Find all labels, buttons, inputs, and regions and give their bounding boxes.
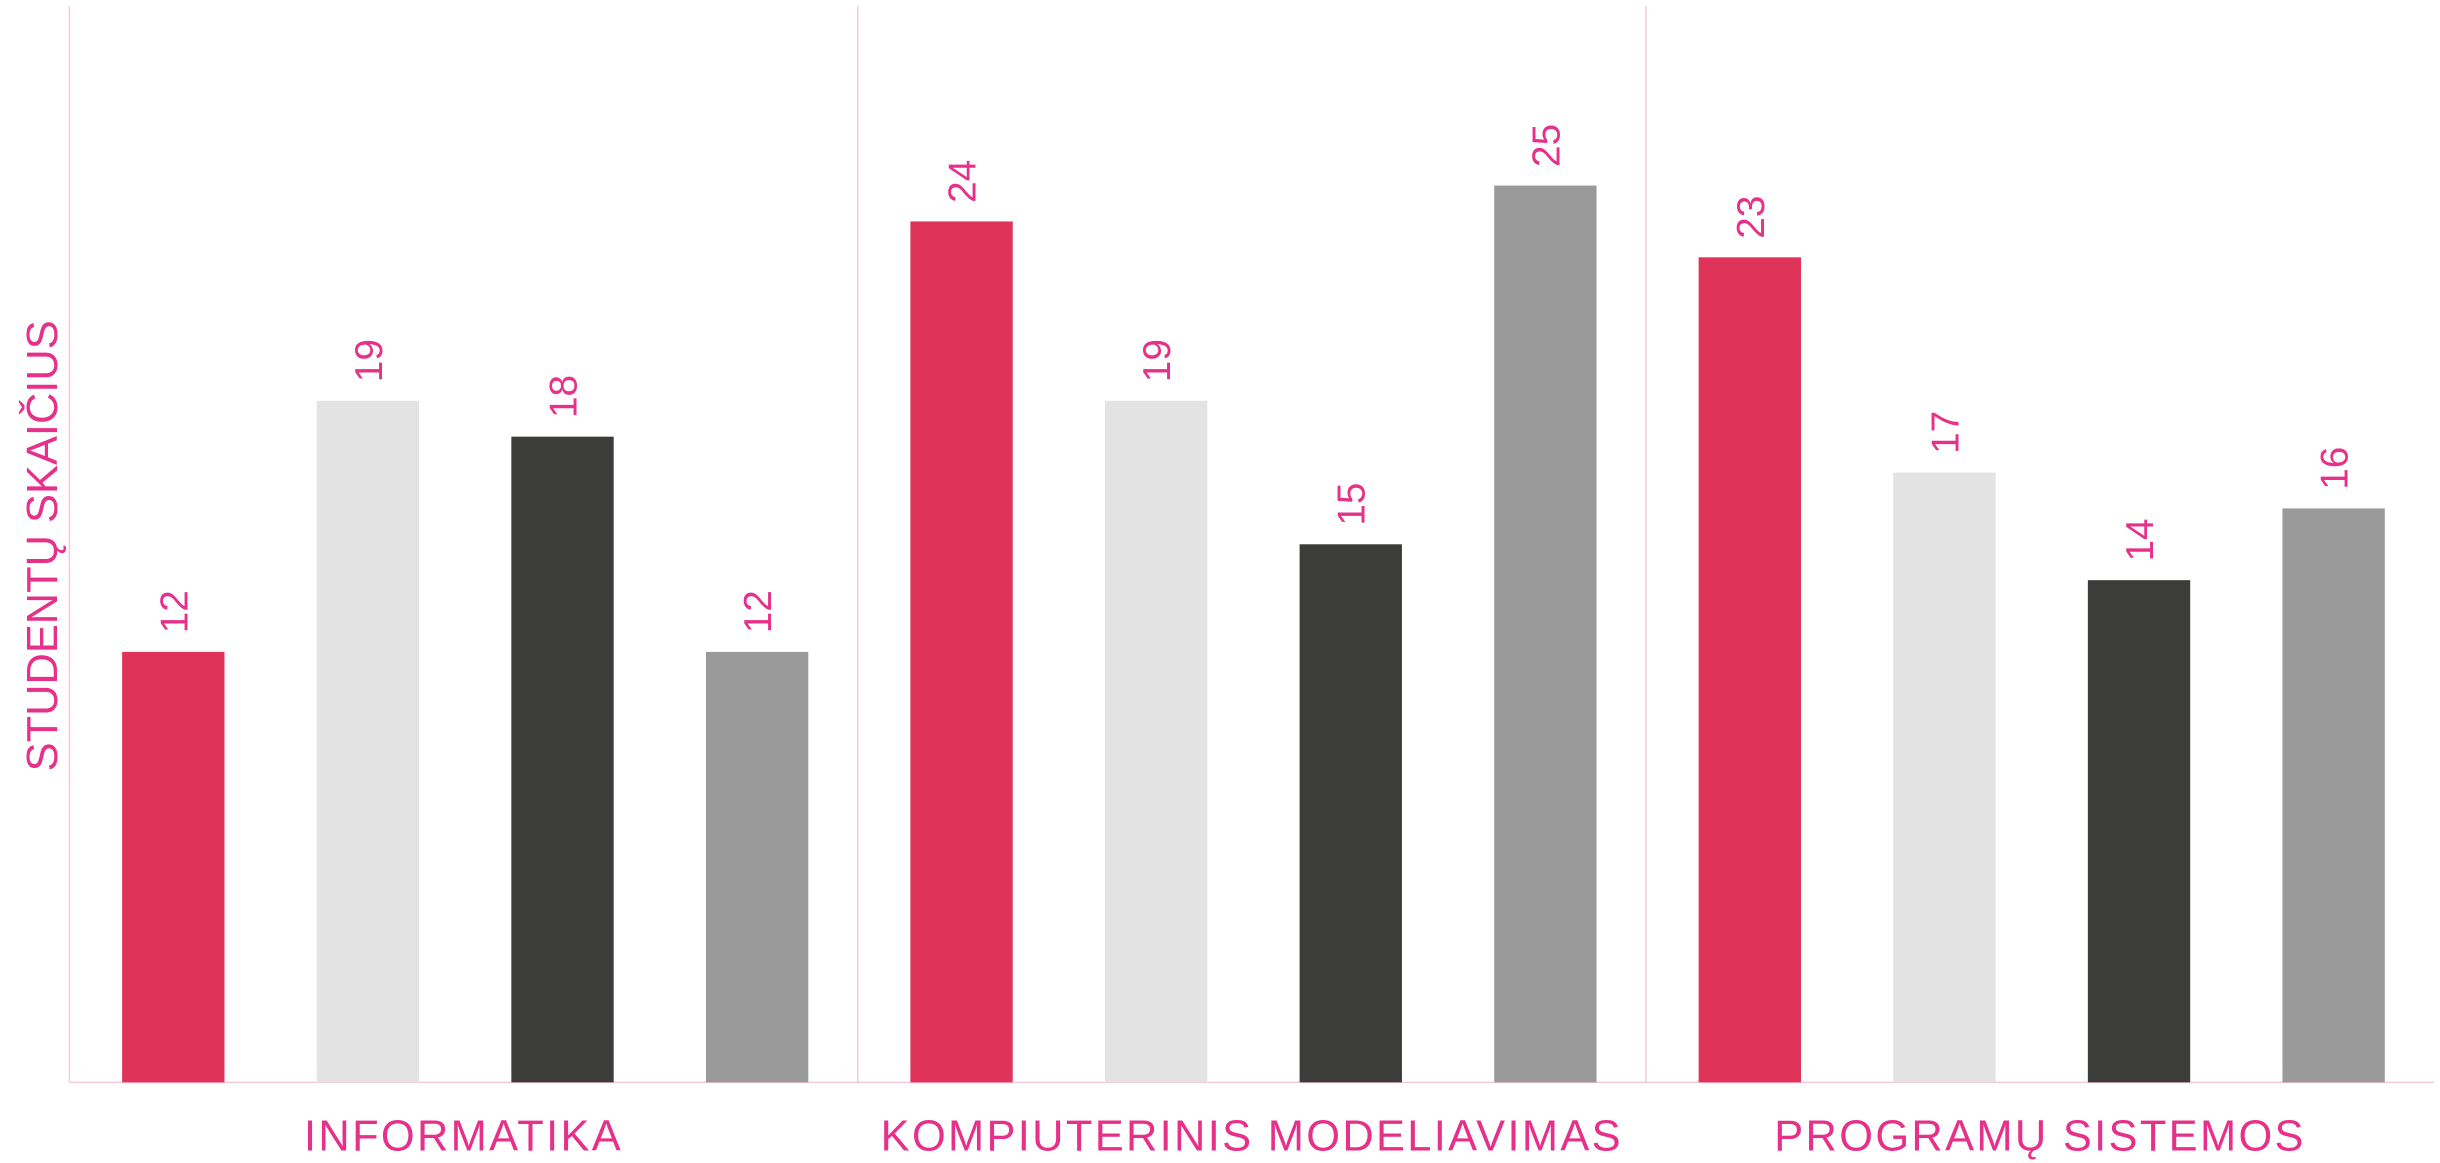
x-tick-label: KOMPIUTERINIS MODELIAVIMAS bbox=[881, 1113, 1623, 1161]
data-label: 12 bbox=[153, 590, 196, 633]
bar bbox=[511, 436, 614, 1083]
data-label: 24 bbox=[942, 160, 985, 203]
data-label: 14 bbox=[2119, 518, 2162, 561]
bar bbox=[316, 400, 420, 1083]
bar bbox=[1893, 472, 1996, 1083]
y-axis-label: STUDENTŲ SKAIČIUS bbox=[19, 320, 67, 771]
x-tick-label: PROGRAMŲ SISTEMOS bbox=[1774, 1113, 2306, 1161]
data-label: 25 bbox=[1525, 124, 1568, 167]
data-label: 15 bbox=[1331, 483, 1374, 526]
x-tick-label: INFORMATIKA bbox=[304, 1113, 623, 1161]
data-label: 19 bbox=[348, 339, 391, 382]
data-label: 12 bbox=[737, 590, 780, 633]
bar bbox=[122, 651, 225, 1083]
bar bbox=[1698, 257, 1801, 1083]
bar bbox=[1104, 400, 1208, 1083]
bar bbox=[910, 221, 1013, 1083]
data-label: 19 bbox=[1136, 339, 1179, 382]
bar bbox=[1494, 185, 1597, 1083]
data-label: 23 bbox=[1730, 196, 1773, 239]
bar bbox=[2087, 580, 2191, 1083]
data-label: 17 bbox=[1924, 411, 1967, 454]
data-label: 18 bbox=[542, 375, 585, 418]
bar bbox=[1299, 544, 1402, 1083]
bar bbox=[705, 651, 809, 1083]
data-label: 16 bbox=[2314, 447, 2357, 490]
bar bbox=[2282, 508, 2385, 1083]
